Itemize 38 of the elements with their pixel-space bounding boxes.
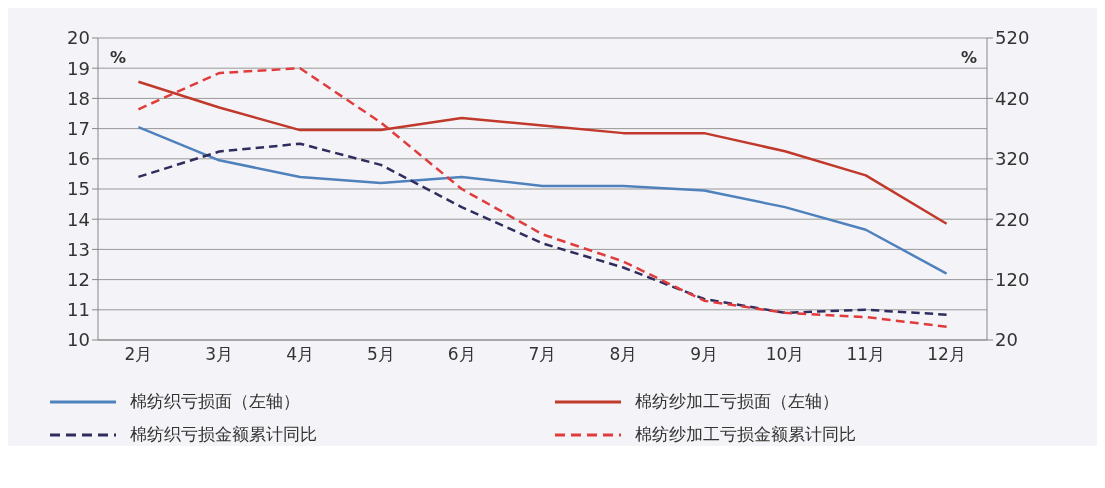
y2-tick-label: 20 [995,329,1018,351]
y-tick-label: 19 [67,57,90,79]
x-tick-label: 11月 [846,344,886,365]
legend-label: 棉纺纱加工亏损面（左轴） [634,390,839,413]
legend-label: 棉纺织亏损面（左轴） [130,390,300,413]
y-tick-label: 14 [67,208,90,230]
line-series [137,66,948,328]
y-tick-label: 17 [67,117,90,139]
y-tick-label: 15 [67,178,90,200]
y-tick-label: 18 [67,87,90,109]
y-tick-label: 10 [67,329,90,351]
y2-tick-label: 120 [995,268,1030,290]
y-tick-label: 11 [67,299,90,321]
y2-tick-label: 420 [995,87,1030,109]
x-tick-label: 3月 [205,344,234,365]
legend-label: 棉纺纱加工亏损金额累计同比 [634,423,856,446]
y-axis-title: % [110,48,127,68]
y2-axis-title: % [960,48,977,68]
x-tick-label: 2月 [124,344,153,365]
x-tick-label: 6月 [447,344,476,365]
y2-tick-label: 520 [995,27,1030,49]
x-tick-label: 5月 [366,344,395,365]
line-series [137,142,948,316]
legend-label: 棉纺织亏损金额累计同比 [130,423,317,446]
x-tick-label: 9月 [690,344,719,365]
x-tick-label: 7月 [528,344,557,365]
y-tick-label: 12 [67,268,90,290]
line-series [137,125,948,275]
x-tick-label: 4月 [286,344,314,365]
y2-tick-label: 320 [995,148,1030,170]
y2-tick-label: 220 [995,208,1030,230]
line-series [137,80,948,225]
y-tick-label: 13 [67,238,90,260]
y-tick-label: 20 [67,27,90,49]
x-tick-label: 8月 [609,344,638,365]
x-tick-label: 10月 [765,344,805,365]
x-tick-label: 12月 [927,344,966,365]
y-tick-label: 16 [67,148,90,170]
